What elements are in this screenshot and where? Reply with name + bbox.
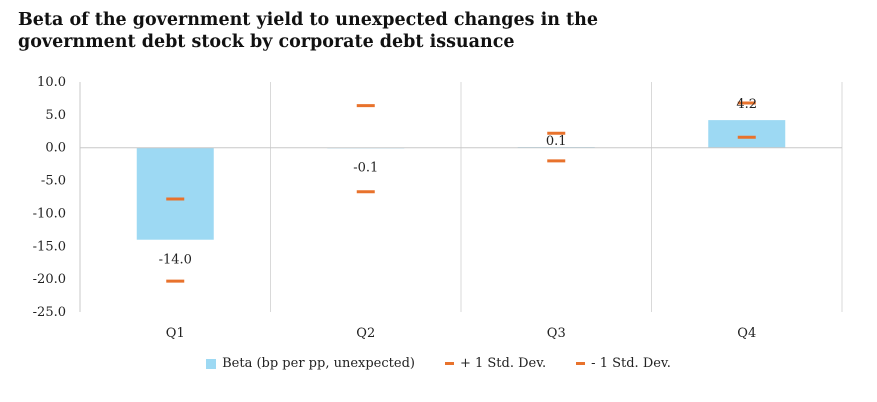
y-tick-label: 5.0: [45, 108, 66, 123]
legend-swatch-plus-std: [444, 362, 454, 365]
y-tick-label: -15.0: [33, 239, 66, 254]
x-tick-label: Q2: [356, 326, 375, 341]
chart-title-block: Beta of the government yield to unexpect…: [18, 9, 718, 53]
y-tick-label: -10.0: [33, 206, 66, 221]
legend-label-minus-std: - 1 Std. Dev.: [591, 356, 671, 371]
legend-swatch-beta: [206, 358, 217, 369]
chart-title-line-1: Beta of the government yield to unexpect…: [18, 10, 598, 30]
data-label: -14.0: [159, 253, 192, 268]
y-tick-label: -5.0: [41, 174, 66, 189]
x-tick-label: Q1: [166, 326, 185, 341]
chart-title-line-2: government debt stock by corporate debt …: [18, 32, 515, 52]
data-label: 4.2: [736, 97, 757, 112]
bar-beta: [708, 120, 786, 148]
y-tick-label: -25.0: [33, 305, 66, 320]
y-tick-label: 0.0: [45, 141, 66, 156]
legend-swatch-minus-std: [576, 362, 586, 365]
chart-legend: Beta (bp per pp, unexpected) + 1 Std. De…: [0, 356, 877, 371]
bar-beta: [136, 147, 214, 240]
legend-label-plus-std: + 1 Std. Dev.: [459, 356, 547, 371]
data-label: 0.1: [546, 134, 567, 149]
legend-item-plus-std: + 1 Std. Dev.: [444, 356, 547, 371]
x-tick-label: Q3: [547, 326, 566, 341]
legend-label-beta: Beta (bp per pp, unexpected): [222, 356, 415, 371]
data-label: -0.1: [353, 161, 378, 176]
x-tick-label: Q4: [737, 326, 756, 341]
legend-item-beta: Beta (bp per pp, unexpected): [206, 356, 415, 371]
y-tick-label: 10.0: [37, 75, 66, 90]
y-tick-label: -20.0: [33, 272, 66, 287]
legend-item-minus-std: - 1 Std. Dev.: [576, 356, 671, 371]
